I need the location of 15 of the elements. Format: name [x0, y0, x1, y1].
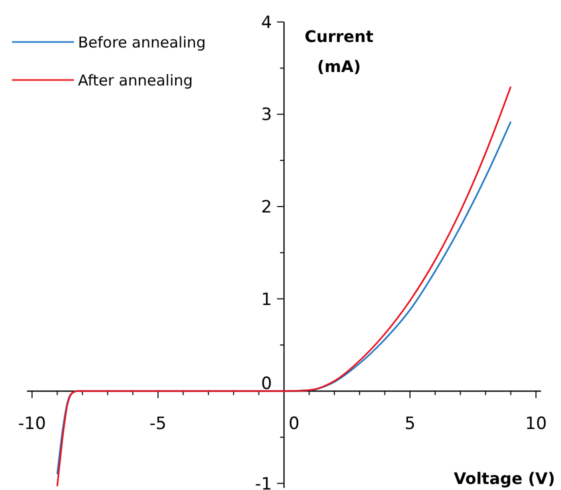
x-tick-label: -5	[150, 414, 166, 434]
legend-label: After annealing	[78, 71, 193, 90]
y-tick-label: 2	[261, 198, 272, 218]
y-tick-label: 3	[261, 105, 272, 126]
y-tick-label: 0	[261, 374, 272, 394]
y-axis-title: Current (mA)	[304, 27, 374, 76]
y-tick-label: -1	[255, 474, 272, 490]
x-tick-label: 0	[288, 414, 300, 434]
x-tick-label: -10	[18, 414, 46, 434]
legend-label: Before annealing	[78, 33, 206, 52]
x-axis-title: Voltage (V)	[454, 469, 555, 488]
y-tick-label: 1	[261, 290, 272, 310]
x-tick-label: 5	[404, 414, 416, 434]
x-tick-label: 10	[525, 414, 547, 434]
y-tick-label: 4	[261, 12, 272, 33]
